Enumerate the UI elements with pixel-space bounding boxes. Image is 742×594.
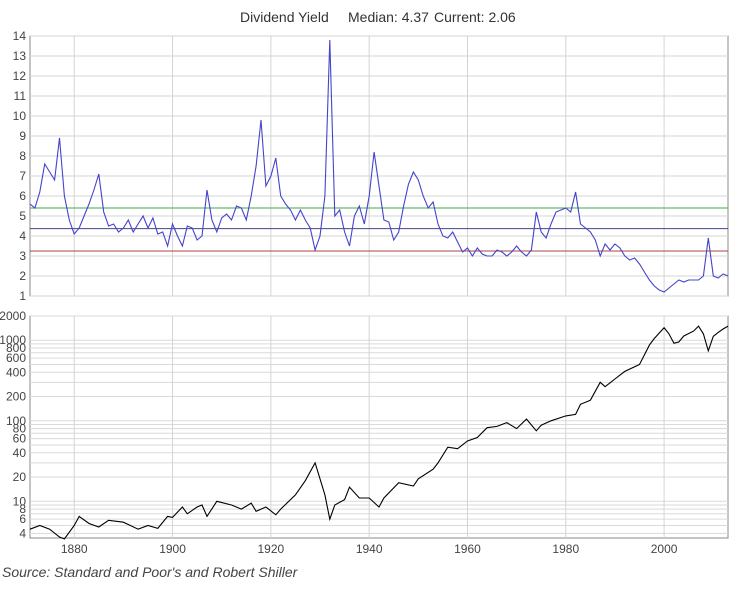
x-axis-ticks: 1880 1900 1920 1940 1960 1980 2000: [61, 542, 678, 556]
top-plot-frame: [29, 35, 729, 297]
bottom-y-tick-label: 100: [6, 414, 26, 428]
top-y-tick-label: 3: [19, 249, 26, 263]
x-tick-label: 1960: [454, 542, 481, 556]
bottom-y-tick-label: 1000: [0, 333, 26, 347]
bottom-y-tick-label: 80: [13, 422, 27, 436]
bottom-y-tick-label: 60: [13, 432, 27, 446]
top-y-tick-label: 7: [19, 169, 26, 183]
top-y-tick-label: 2: [19, 269, 26, 283]
bottom-y-tick-label: 400: [6, 365, 26, 379]
x-tick-label: 1900: [159, 542, 186, 556]
source-note: Source: Standard and Poor's and Robert S…: [2, 564, 298, 580]
x-tick-label: 1980: [552, 542, 579, 556]
bottom-y-tick-label: 40: [13, 446, 27, 460]
top-gridlines: [30, 35, 728, 297]
top-y-tick-label: 11: [14, 89, 27, 103]
chart-title: Dividend Yield: [240, 9, 329, 25]
top-y-tick-label: 8: [19, 149, 26, 163]
top-y-tick-label: 10: [13, 109, 27, 123]
dividend-yield-line: [29, 39, 729, 293]
top-y-tick-label: 9: [19, 129, 26, 143]
top-y-tick-label: 13: [13, 49, 27, 63]
bottom-gridlines: [30, 315, 728, 538]
top-y-tick-label: 1: [19, 289, 26, 303]
bottom-y-tick-label: 200: [6, 390, 26, 404]
top-y-tick-label: 6: [19, 189, 26, 203]
top-y-tick-label: 5: [19, 209, 26, 223]
current-label: Current: 2.06: [434, 9, 516, 25]
top-y-tick-label: 14: [13, 29, 27, 43]
x-tick-label: 2000: [651, 542, 678, 556]
bottom-y-tick-label: 10: [13, 494, 27, 508]
top-y-tick-label: 4: [19, 229, 26, 243]
bottom-y-tick-label: 20: [13, 470, 27, 484]
bottom-y-tick-label: 800: [6, 341, 26, 355]
bottom-y-tick-label: 8: [19, 502, 26, 516]
bottom-y-tick-label: 2000: [0, 309, 26, 323]
reference-lines: [30, 207, 728, 252]
bottom-y-tick-label: 600: [6, 351, 26, 365]
top-y-tick-label: 12: [13, 69, 27, 83]
x-tick-label: 1940: [356, 542, 383, 556]
median-label: Median: 4.37: [348, 9, 429, 25]
bottom-y-tick-label: 4: [19, 526, 26, 540]
sp-index-line: [29, 325, 729, 540]
dividend-yield-series: [29, 39, 729, 293]
x-tick-label: 1920: [258, 542, 285, 556]
bottom-y-tick-label: 6: [19, 512, 26, 526]
sp-index-series: [29, 325, 729, 540]
x-tick-label: 1880: [61, 542, 88, 556]
